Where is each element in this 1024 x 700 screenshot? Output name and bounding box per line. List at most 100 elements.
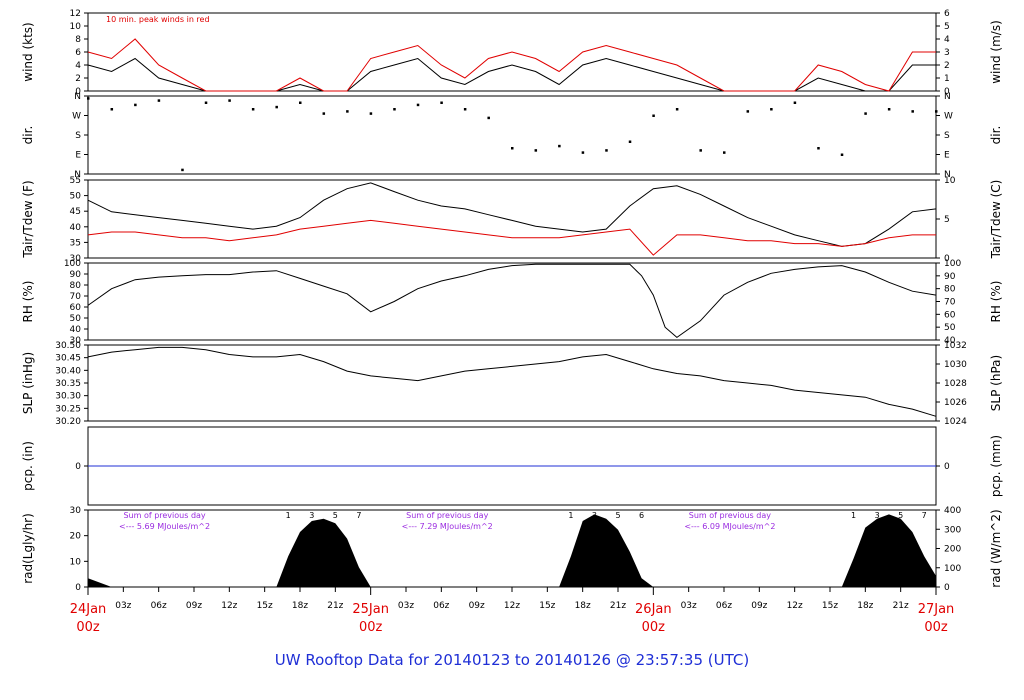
slp-yaxis-left-label: 30.35 [55,379,81,389]
temp-panel [87,179,937,259]
dir-yaxis-left-label: W [72,112,81,122]
wind-yaxis-right-label: 3 [944,48,950,58]
dir-point [534,149,538,152]
rad-yaxis-left-label: 0 [75,583,81,593]
x-tick-label: 21z [327,601,343,611]
dir-point [723,151,726,154]
dir-panel [87,95,937,175]
dir-point [369,112,373,115]
wind-yaxis-left-label: 0 [75,87,81,97]
dir-ylabel-right: dir. [989,126,1003,145]
rad-hour-label: 5 [898,511,903,520]
dir-point [487,116,490,120]
slp-yaxis-left-label: 30.40 [55,366,81,376]
rh-yaxis-right-label: 90 [944,272,956,282]
pcp-ylabel-left: pcp. (in) [21,441,35,491]
temp-yaxis-left-label: 30 [70,254,82,264]
rad-hour-label: 5 [615,511,620,520]
rad-sum-value: <--- 7.29 MJoules/m^2 [402,522,493,531]
rh-yaxis-right-label: 100 [944,259,961,269]
rh-yaxis-left-label: 60 [70,303,82,313]
dir-point [911,110,914,113]
rad-sum-value: <--- 6.09 MJoules/m^2 [684,522,775,531]
wind-yaxis-left-label: 2 [75,74,81,84]
rh-yaxis-left-label: 70 [70,292,82,302]
x-tick-label: 12z [787,601,803,611]
dir-point [416,103,420,107]
dir-yaxis-left-label: N [74,92,81,102]
wind-peak-line [87,38,936,92]
rad-hour-label: 3 [309,511,314,520]
rad-yaxis-left-label: 20 [70,532,82,542]
pcp-yaxis-right-label: 0 [944,462,950,472]
rad-hour-label: 5 [333,511,338,520]
day-date-label: 26Jan [635,602,672,617]
rad-yaxis-right-label: 0 [944,583,950,593]
day-date-label: 24Jan [70,602,107,617]
slp-panel [87,344,937,422]
x-tick-label: 09z [751,601,767,611]
pcp-ylabel-right: pcp. (mm) [989,435,1003,497]
rh-yaxis-left-label: 30 [70,336,82,346]
dir-yaxis-left-label: S [75,131,81,141]
x-tick-label: 06z [151,601,167,611]
dir-point [864,112,867,115]
slp-yaxis-left-label: 30.50 [55,341,81,351]
dir-yaxis-right-label: W [944,112,953,122]
dir-point [346,110,349,113]
rad-sum-label: Sum of previous day [123,511,205,520]
rh-line-0 [87,263,937,339]
rh-yaxis-left-label: 40 [70,325,82,335]
slp-yaxis-right-label: 1030 [944,360,967,370]
dir-point [675,108,679,111]
wind-annotation: 10 min. peak winds in red [106,15,210,24]
wind-yaxis-left-label: 4 [75,61,81,71]
dir-point [581,151,585,154]
rh-yaxis-right-label: 80 [944,285,956,295]
dir-yaxis-left-label: N [74,170,81,180]
dir-point [322,112,326,115]
slp-yaxis-left-label: 30.20 [55,417,81,427]
slp-line-0 [87,346,937,417]
wind-ylabel-right: wind (m/s) [989,20,1003,84]
rh-ylabel-right: RH (%) [989,281,1003,323]
dir-yaxis-left-label: E [75,151,81,161]
x-tick-label: 09z [186,601,202,611]
rad-hour-label: 3 [592,511,597,520]
dir-point [817,147,820,150]
wind-yaxis-left-label: 12 [70,9,81,19]
dir-point [440,101,443,104]
day-date-label: 25Jan [352,602,389,617]
temp-yaxis-left-label: 55 [70,176,81,186]
rad-hour-label: 1 [286,511,291,520]
x-tick-label: 06z [433,601,449,611]
dir-point [157,99,161,102]
temp-ylabel-left: Tair/Tdew (F) [21,180,35,258]
rh-yaxis-right-label: 60 [944,310,956,320]
rad-ylabel-right: rad (W/m^2) [989,509,1003,587]
dir-point [628,140,632,143]
rad-yaxis-right-label: 200 [944,545,961,555]
rh-yaxis-left-label: 90 [70,270,82,280]
x-tick-label: 12z [221,601,237,611]
dir-point [770,108,773,111]
rad-ylabel-left: rad(Lgly/hr) [21,513,35,584]
dir-point [793,101,797,104]
x-tick-label: 03z [681,601,697,611]
dir-point [228,99,231,102]
temp-yaxis-right-label: 0 [944,254,950,264]
slp-yaxis-left-label: 30.25 [55,404,81,414]
dir-point [134,103,137,107]
temp-yaxis-left-label: 45 [70,207,81,217]
pcp-yaxis-left-label: 0 [75,462,81,472]
dir-point [181,168,184,172]
rh-yaxis-left-label: 50 [70,314,82,324]
dir-point [251,108,255,111]
temp-ylabel-right: Tair/Tdew (C) [989,180,1003,260]
rad-hour-label: 7 [356,511,361,520]
wind-yaxis-left-label: 8 [75,35,81,45]
dir-point [887,108,891,111]
day-time-label: 00z [642,620,666,635]
rad-panel [87,509,937,588]
